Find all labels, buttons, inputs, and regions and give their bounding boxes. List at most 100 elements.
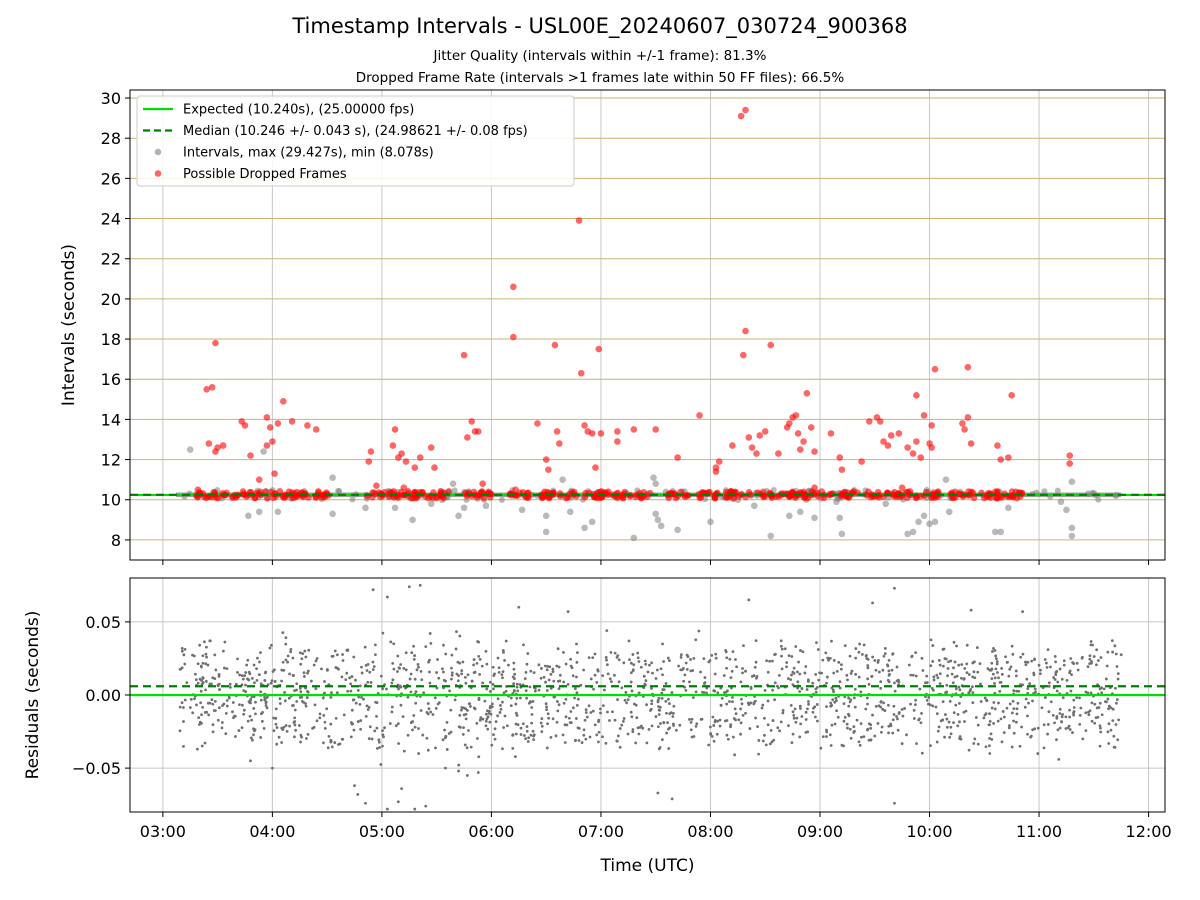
residual-point xyxy=(711,715,715,719)
residual-point xyxy=(770,740,774,744)
residual-point xyxy=(1002,731,1006,734)
interval-point xyxy=(362,504,369,512)
residual-point xyxy=(901,714,905,718)
residual-point xyxy=(896,717,899,721)
residual-point xyxy=(562,651,565,654)
dropped-frame-point xyxy=(551,341,559,349)
residual-point xyxy=(501,747,504,751)
residual-point xyxy=(234,682,238,686)
residual-point xyxy=(945,683,949,687)
dropped-frame-point xyxy=(730,494,738,502)
residual-point xyxy=(798,672,802,676)
residual-point xyxy=(920,656,924,660)
residual-point xyxy=(252,707,256,710)
top-y-tick-label: 24 xyxy=(101,210,121,229)
residual-point xyxy=(1114,723,1118,726)
residual-point xyxy=(366,680,370,684)
residual-point xyxy=(1026,714,1029,718)
residual-point xyxy=(1106,730,1110,734)
residual-point xyxy=(846,726,849,730)
residual-point xyxy=(1033,687,1037,691)
residual-point xyxy=(211,702,215,706)
residual-point xyxy=(816,648,820,651)
residual-point xyxy=(457,769,460,773)
residual-point xyxy=(883,652,887,656)
residual-point xyxy=(467,729,470,732)
residual-point xyxy=(539,676,543,680)
residual-point xyxy=(1056,728,1060,732)
residual-point xyxy=(791,670,795,674)
residual-point xyxy=(1007,726,1011,730)
residual-point xyxy=(792,666,796,670)
residual-point xyxy=(630,715,634,719)
dropped-frame-point xyxy=(880,438,887,445)
residual-point xyxy=(525,725,529,728)
residual-point xyxy=(213,677,217,681)
residual-point xyxy=(608,719,611,722)
residual-point xyxy=(418,583,422,587)
residual-point xyxy=(599,711,602,715)
residual-point xyxy=(771,688,775,692)
residual-point xyxy=(1021,652,1025,656)
residual-point xyxy=(477,640,480,644)
legend-label: Possible Dropped Frames xyxy=(183,167,347,182)
residual-point xyxy=(840,663,843,667)
dropped-frame-point xyxy=(460,351,468,359)
residual-point xyxy=(1071,661,1074,664)
residual-point xyxy=(340,675,344,679)
residual-point xyxy=(1102,687,1106,691)
interval-point xyxy=(260,448,267,455)
residual-point xyxy=(793,707,797,711)
residual-point xyxy=(588,735,592,739)
residual-point xyxy=(988,712,991,716)
legend-label: Expected (10.240s), (25.00000 fps) xyxy=(183,103,414,118)
dropped-frame-point xyxy=(929,491,937,498)
residual-point xyxy=(208,639,212,643)
residual-point xyxy=(566,682,570,686)
residual-point xyxy=(918,687,922,691)
residual-point xyxy=(869,738,873,742)
residual-point xyxy=(480,664,484,668)
residual-point xyxy=(975,646,979,649)
residual-point xyxy=(537,663,541,667)
residual-point xyxy=(1107,707,1110,711)
residual-point xyxy=(857,650,861,654)
residual-point xyxy=(849,698,853,702)
residual-point xyxy=(322,713,326,717)
residual-point xyxy=(409,672,413,676)
residual-point xyxy=(725,733,729,737)
dropped-frame-point xyxy=(865,418,873,425)
residual-point xyxy=(804,710,808,714)
residual-point xyxy=(731,700,734,704)
residual-point xyxy=(1026,687,1030,691)
residual-point xyxy=(272,716,276,720)
residual-point xyxy=(193,697,196,701)
residual-point xyxy=(396,670,399,673)
residual-point xyxy=(356,689,360,692)
interval-point xyxy=(1112,492,1120,500)
residual-point xyxy=(659,667,663,671)
residual-point xyxy=(475,737,479,740)
residual-point xyxy=(684,688,688,692)
residual-point xyxy=(1026,660,1030,664)
residual-point xyxy=(178,668,182,671)
residual-point xyxy=(928,703,932,707)
dropped-frame-point xyxy=(581,422,588,429)
residual-point xyxy=(493,727,497,731)
residual-point xyxy=(341,653,344,656)
residual-point xyxy=(359,719,363,722)
residual-point xyxy=(469,705,472,708)
residual-point xyxy=(649,707,653,711)
residual-point xyxy=(609,680,613,684)
residual-point xyxy=(1062,659,1066,663)
residual-point xyxy=(938,672,942,676)
chart-subtitle-jitter: Jitter Quality (intervals within +/-1 fr… xyxy=(433,48,767,64)
top-y-tick-label: 14 xyxy=(101,410,121,429)
residual-point xyxy=(517,605,521,609)
dropped-frame-point xyxy=(775,450,782,457)
residual-point xyxy=(796,680,800,684)
residual-point xyxy=(575,675,578,679)
residual-point xyxy=(798,690,802,693)
residual-point xyxy=(773,698,777,702)
residual-point xyxy=(569,710,573,713)
